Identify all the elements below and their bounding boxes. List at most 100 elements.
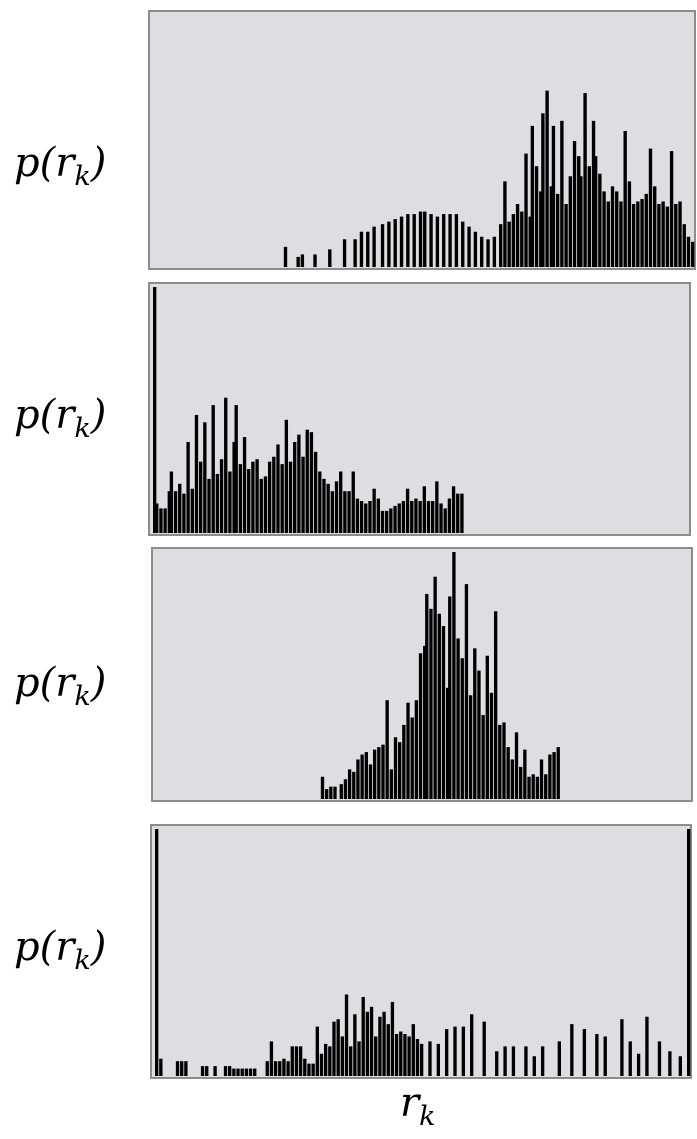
panel-1-bar-25 [473,231,478,267]
panel-2-bar-41 [318,471,322,533]
panel-3-bar-12 [372,749,377,799]
panel-2-bar-25 [251,461,255,533]
panel-1-bar-33 [515,204,520,267]
panel-4-bar-3 [180,1061,184,1076]
panel-4-ylabel: p(rk) [14,924,107,976]
panel-4-bar-79 [687,829,691,1076]
x-axis-label: rk [400,1080,436,1132]
panel-2-bar-46 [339,471,343,533]
panel-3-bar-21 [410,717,414,799]
panel-3-bar-33 [456,638,460,799]
panel-4-frame [150,824,692,1079]
panel-3-bar-48 [519,766,523,799]
panel-2-bar-26 [255,459,259,533]
panel-1-bar-19 [435,216,440,267]
panel-2-bar-27 [259,478,263,533]
panel-3-bar-19 [402,724,406,799]
panel-4-bar-20 [282,1058,286,1076]
panel-4-bar-47 [394,1034,399,1076]
panel-4-bar-75 [645,1016,649,1076]
panel-2-bar-56 [380,510,385,533]
panel-2-bar-58 [389,508,393,533]
panel-2-bar-21 [234,405,238,533]
panel-2-bar-43 [326,483,330,533]
panel-2-bar-9 [186,441,190,533]
panel-2-bar-70 [439,503,443,533]
panel-1-bar-69 [657,204,661,267]
panel-3-bar-41 [489,692,494,799]
panel-2-bar-62 [405,488,410,533]
panel-2-bar-65 [418,501,422,533]
panel-2-bar-31 [276,444,280,533]
panel-1-bar-20 [442,214,446,267]
panel-4-bar-29 [319,1053,324,1076]
panel-1-bar-72 [669,151,674,267]
panel-4-bar-55 [436,1043,440,1076]
panel-1-bar-73 [674,204,678,267]
panel-3-bar-47 [514,732,519,799]
panel-2-bar-63 [410,501,414,533]
panel-2-ylabel: p(rk) [14,392,107,444]
panel-3-bar-45 [506,747,510,799]
panel-4-bar-12 [240,1068,244,1076]
panel-1-bar-66 [644,193,648,267]
panel-4-bar-21 [286,1061,290,1076]
panel-4-bar-50 [407,1036,411,1076]
panel-3-bar-14 [381,744,385,799]
panel-1-bar-41 [545,90,549,267]
panel-4-bar-22 [290,1046,294,1076]
panel-4-bar-41 [369,1006,374,1076]
panel-2-bar-11 [194,414,199,533]
panel-4-bar-48 [399,1031,403,1076]
panel-3-bar-49 [523,749,527,799]
panel-1-bar-43 [551,125,556,267]
panel-2-bar-74 [456,493,460,533]
panel-3-bar-42 [493,611,498,799]
panel-1-bar-50 [579,176,583,267]
panel-1-bar-47 [568,176,573,267]
panel-2-bar-7 [178,483,182,533]
panel-4-bar-0 [155,829,159,1076]
panel-1-bar-37 [530,125,535,267]
panel-3-bar-30 [445,687,450,799]
panel-4-bar-18 [273,1061,278,1076]
panel-1-bar-29 [499,224,503,267]
panel-1-bar-57 [606,201,610,267]
panel-2-bar-23 [242,437,247,533]
panel-4-bar-28 [315,1026,319,1076]
panel-2-bar-68 [431,501,435,533]
panel-3-bar-51 [531,774,535,799]
panel-4-bar-34 [340,1036,345,1076]
panel-1-bar-71 [665,206,670,267]
panel-4-bar-72 [620,1019,624,1076]
panel-4-bar-71 [603,1036,607,1076]
panel-2-bar-71 [443,508,447,533]
panel-4-bar-14 [248,1068,253,1076]
panel-1-bar-16 [418,211,423,267]
panel-4-bar-58 [461,1026,466,1076]
panel-4-bar-66 [540,1046,545,1076]
panel-1-bar-23 [461,221,465,267]
histogram-panel-4 [150,824,692,1079]
panel-2-bar-5 [169,471,174,533]
panel-4-bar-33 [336,1019,340,1076]
panel-4-bar-2 [175,1061,180,1076]
panel-4-bar-32 [332,1021,336,1076]
panel-2-bar-6 [173,491,178,533]
panel-1-bar-32 [511,214,516,267]
panel-1-bar-9 [372,226,376,267]
panel-2-bar-57 [385,510,389,533]
panel-2-bar-60 [397,503,401,533]
panel-4-bar-40 [365,1011,370,1076]
panel-1-bar-59 [615,191,619,267]
panel-1-bar-5 [342,239,347,267]
panel-1-bar-1 [296,256,300,267]
panel-2-bar-52 [364,503,368,533]
panel-2-bar-38 [305,429,309,533]
panel-3-bar-44 [502,722,506,799]
panel-1-bar-61 [623,130,627,267]
panel-1-bar-65 [640,198,644,267]
panel-2-bar-19 [228,471,232,533]
panel-4-bar-61 [495,1051,499,1076]
panel-1-bar-44 [555,193,560,267]
